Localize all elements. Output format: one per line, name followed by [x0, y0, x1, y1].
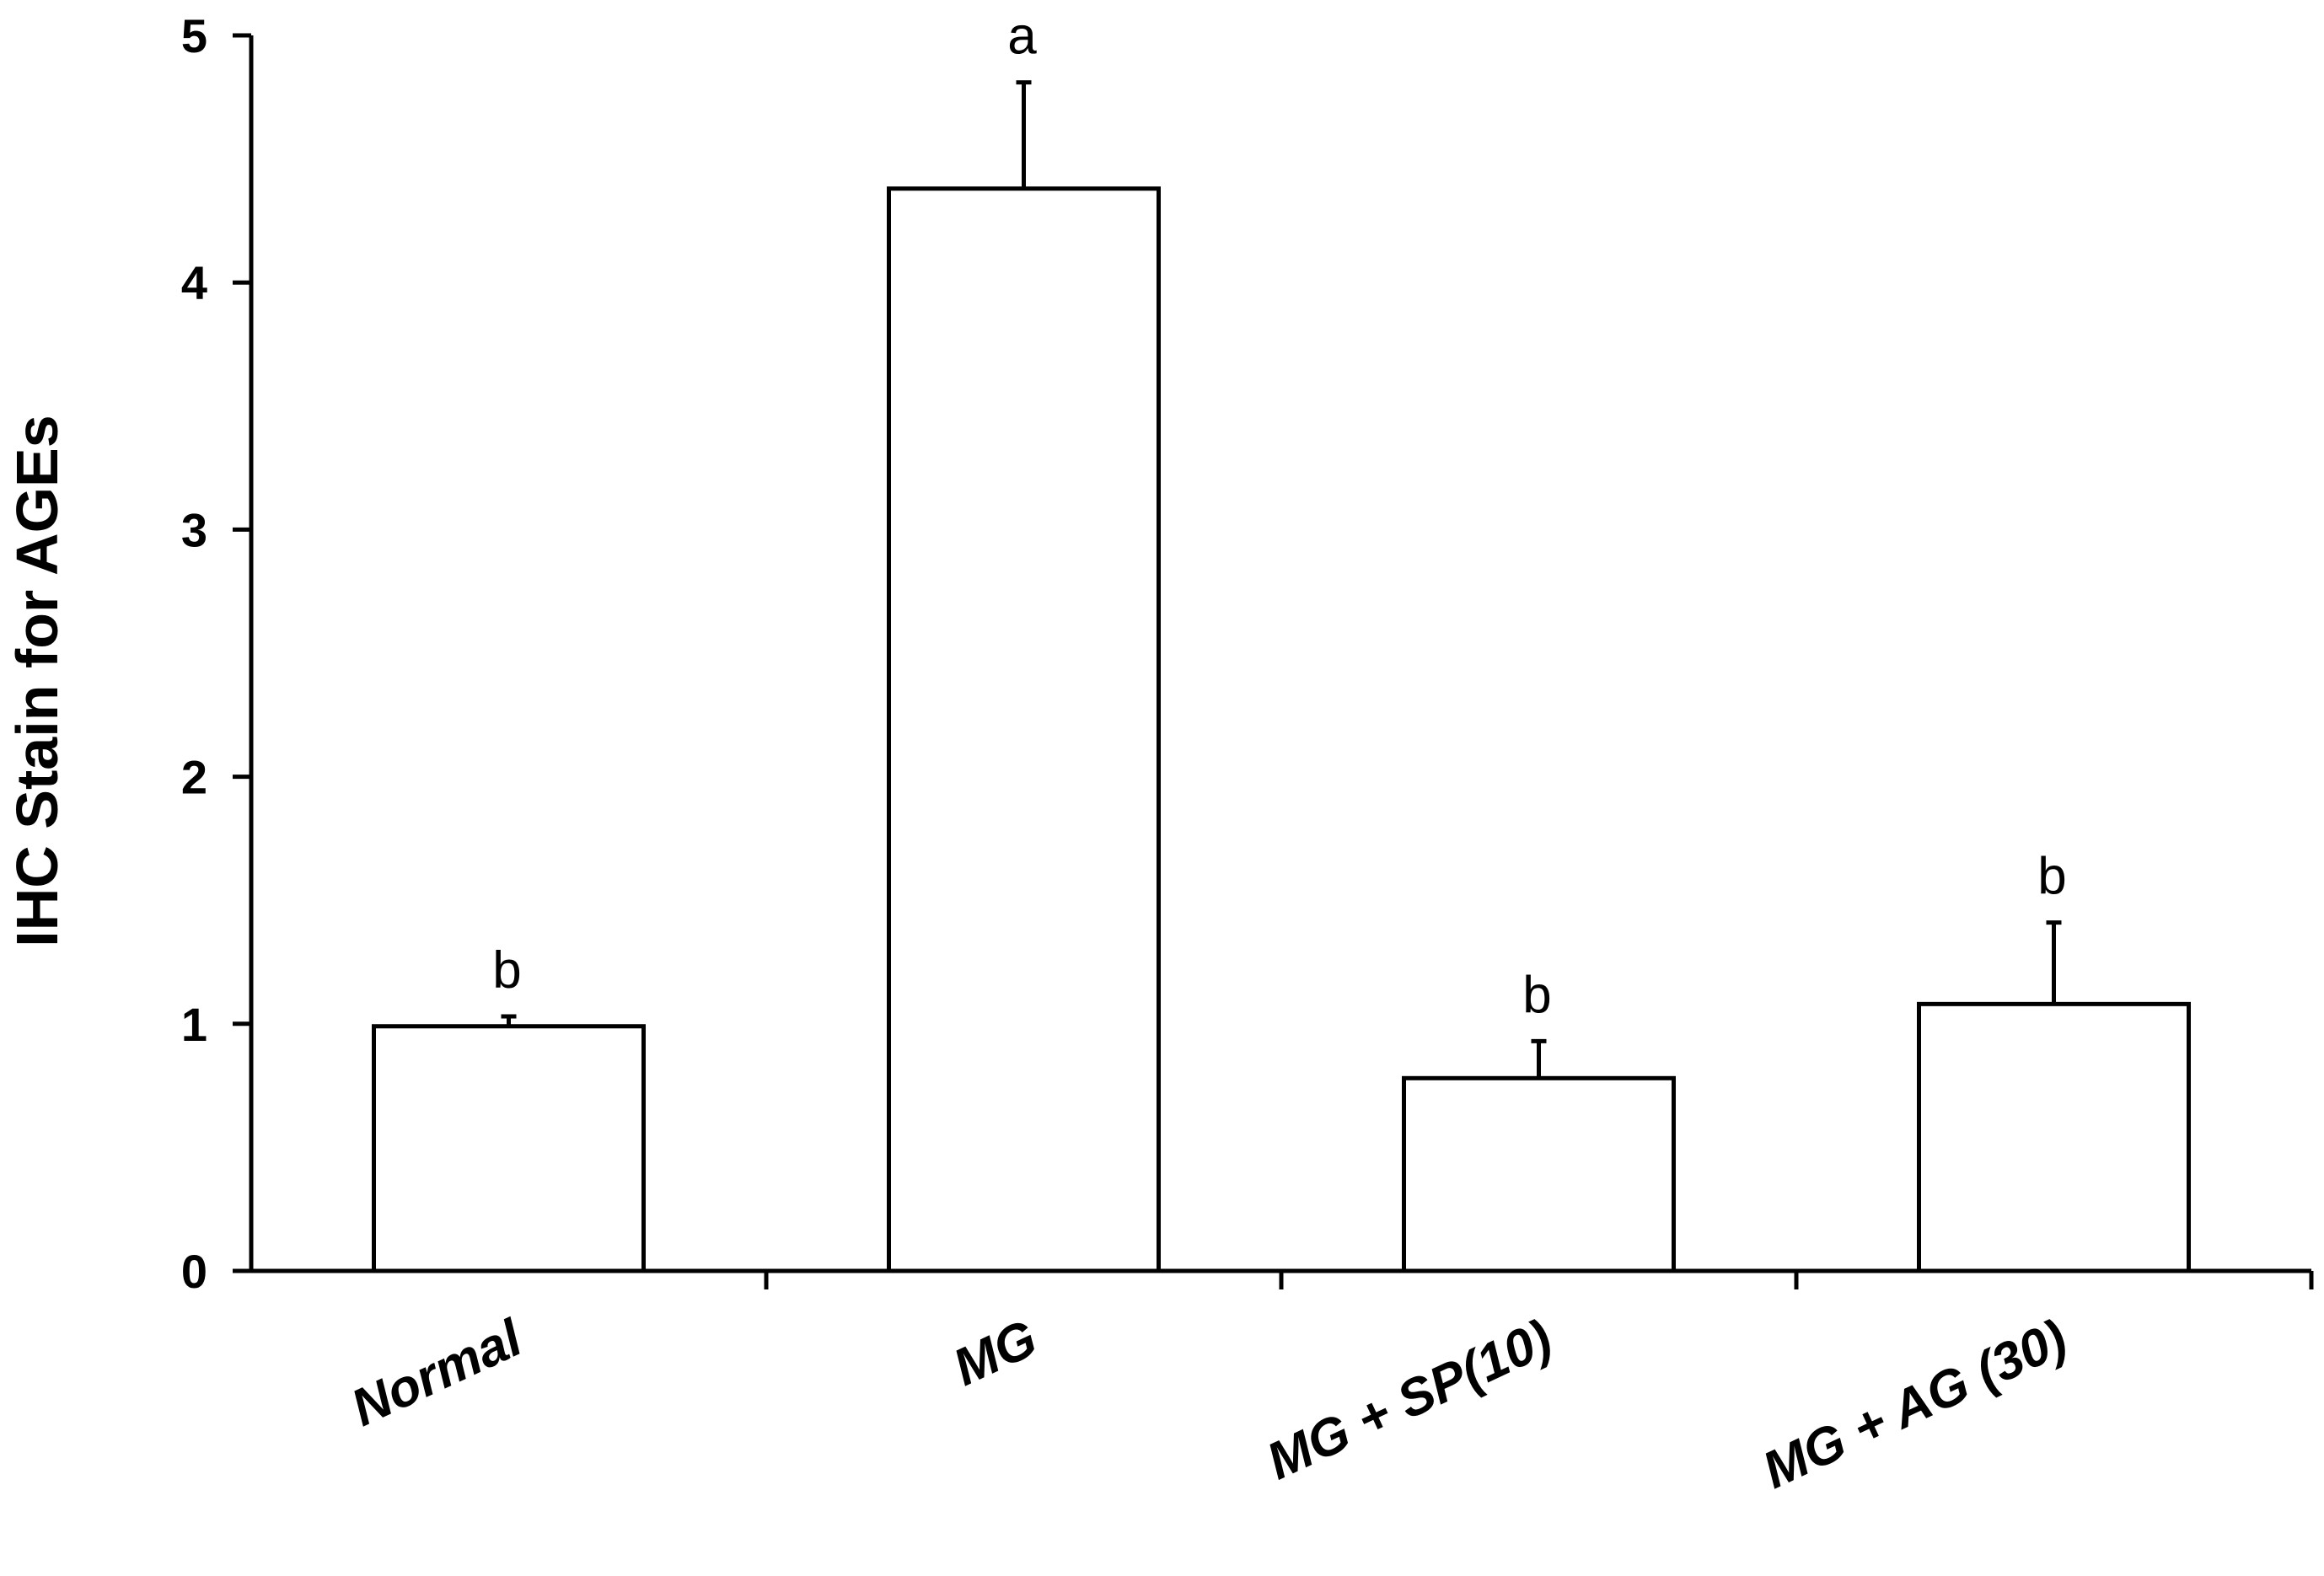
y-tick-label-0: 0: [181, 1245, 207, 1298]
significance-label-2: b: [1522, 966, 1551, 1024]
error-bars: [501, 80, 2062, 1079]
y-axis: 0 1 2 3 4 5: [181, 9, 254, 1298]
y-tick-label-4: 4: [181, 256, 207, 309]
y-tick-label-2: 2: [181, 751, 207, 804]
significance-label-1: a: [1007, 8, 1037, 66]
category-label-3: MG + AG (30): [1754, 1309, 2075, 1500]
bar-0: [372, 1024, 646, 1273]
y-tick-label-3: 3: [181, 503, 207, 556]
y-tick-label-5: 5: [181, 9, 207, 62]
category-label-0: Normal: [343, 1308, 532, 1438]
x-axis: [251, 1268, 2314, 1289]
category-labels: Normal MG MG + SP(10) MG + AG (30): [343, 1308, 2076, 1500]
bar-3: [1917, 1001, 2191, 1273]
category-label-1: MG: [945, 1309, 1046, 1397]
bar-2: [1402, 1075, 1676, 1273]
bars: [372, 186, 2191, 1273]
significance-labels: b a b b: [492, 8, 2066, 1025]
y-tick-label-1: 1: [181, 998, 207, 1051]
bar-1: [887, 186, 1161, 1273]
significance-label-0: b: [492, 941, 521, 1000]
significance-label-3: b: [2037, 848, 2066, 906]
category-label-2: MG + SP(10): [1259, 1309, 1561, 1491]
y-axis-title: IHC Stain for AGEs: [4, 415, 70, 946]
